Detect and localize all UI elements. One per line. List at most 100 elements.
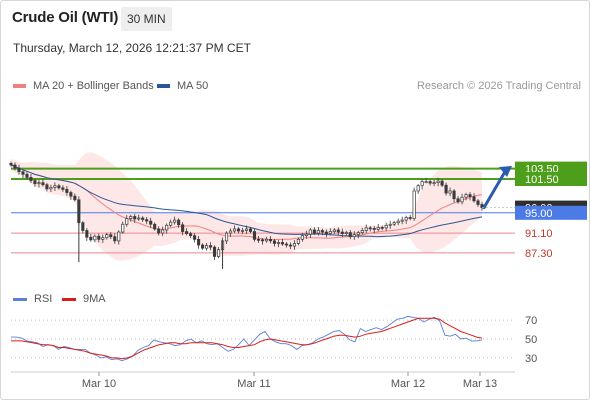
candle-body (444, 184, 448, 194)
candle (240, 227, 245, 235)
legend-ma20-label: MA 20 + Bollinger Bands (33, 80, 154, 92)
rsi-swatch-icon (13, 297, 27, 301)
candle-body (169, 221, 173, 226)
candle (33, 178, 37, 187)
level-label-91.10: 91.10 (525, 228, 553, 240)
candle-body (432, 182, 436, 184)
candle-body (316, 230, 320, 234)
candle-body (408, 217, 412, 219)
candle-body (384, 224, 388, 229)
candle (364, 224, 368, 233)
candle (268, 235, 272, 244)
candle-body (364, 227, 368, 231)
candle (141, 216, 145, 223)
candle (436, 177, 440, 187)
legend-9ma-label: 9MA (83, 293, 106, 305)
candle (388, 220, 392, 229)
level-tag-95.00 (515, 205, 587, 220)
candle (97, 233, 101, 243)
candle-body (213, 246, 217, 257)
candle-body (117, 231, 121, 242)
ma20-swatch-icon (13, 84, 26, 88)
legend-rsi: RSI (13, 293, 52, 305)
candle-body (105, 234, 109, 239)
candle-body (149, 220, 153, 225)
candle-body (153, 223, 157, 230)
candle-body (372, 228, 376, 230)
candle (444, 182, 448, 196)
candle-body (29, 177, 33, 181)
candle (396, 218, 400, 226)
legend-rsi-label: RSI (34, 293, 53, 305)
candle (244, 225, 249, 235)
candle (85, 227, 89, 241)
candle (117, 230, 121, 245)
candle-body (460, 196, 464, 203)
candle-body (177, 219, 181, 226)
interval-selector[interactable]: 30 MIN (121, 7, 172, 31)
candle (372, 225, 376, 234)
candle (105, 232, 109, 240)
candle-body (344, 232, 348, 234)
candle (77, 196, 81, 226)
candle (284, 242, 288, 248)
candle (260, 238, 265, 245)
candle (476, 199, 480, 207)
candle (29, 174, 33, 184)
candle (308, 228, 312, 238)
candle-body (380, 227, 384, 229)
candle (276, 239, 280, 248)
candle-body (21, 171, 25, 175)
candle-body (348, 232, 352, 238)
candle-body (240, 230, 245, 232)
candle-body (113, 236, 117, 242)
rsi-tick-70: 70 (525, 315, 537, 327)
candle (428, 179, 432, 186)
candle-body (193, 235, 197, 240)
copyright-notice: Research © 2026 Trading Central (416, 80, 581, 92)
candle (69, 190, 73, 200)
candle-body (440, 180, 444, 186)
candle (236, 227, 241, 234)
forecast-arrow (482, 168, 508, 210)
candle-body (185, 231, 189, 234)
ma20-line (10, 164, 483, 241)
candle (344, 230, 348, 236)
rsi-9ma-line (11, 317, 483, 360)
candle-body (328, 231, 332, 234)
candle (380, 225, 384, 231)
candle (312, 227, 316, 235)
candle-body (173, 219, 177, 223)
x-tick-label: Mar 12 (391, 378, 425, 390)
candle (332, 228, 336, 234)
candle (45, 182, 49, 192)
candle (264, 236, 269, 243)
legend-ma50: MA 50 (157, 80, 208, 92)
candle-body (61, 187, 65, 190)
rsi-tick-30: 30 (525, 353, 537, 365)
candle (133, 213, 137, 223)
candle (81, 220, 85, 234)
candle-body (272, 240, 276, 244)
candle (185, 228, 189, 236)
candle-body (296, 238, 300, 244)
candle-body (205, 245, 209, 249)
level-label-87.30: 87.30 (525, 248, 553, 260)
candle (356, 230, 360, 239)
candle (224, 231, 229, 244)
candle (129, 214, 133, 222)
candle-body (320, 230, 324, 233)
x-tick-label: Mar 13 (463, 378, 497, 390)
candle-body (468, 194, 472, 198)
candle-body (424, 181, 428, 183)
candle (368, 226, 372, 232)
candle (360, 227, 364, 235)
candle-body (324, 231, 328, 234)
candle-body (133, 216, 137, 220)
candle (153, 222, 157, 231)
candle-body (368, 227, 372, 230)
candle-body (336, 229, 340, 233)
candle (416, 183, 420, 195)
legend-ma20: MA 20 + Bollinger Bands (13, 80, 154, 92)
